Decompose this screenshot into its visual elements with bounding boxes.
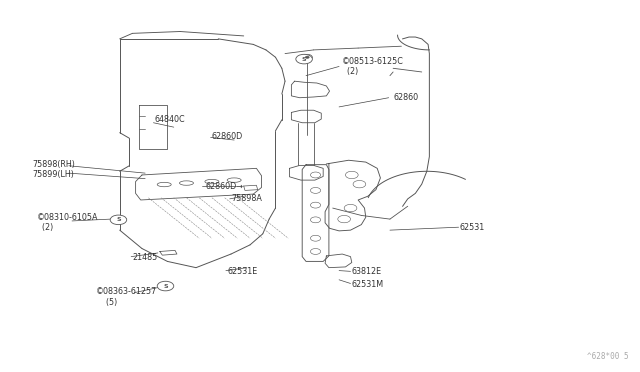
Text: ©08310-6105A
  (2): ©08310-6105A (2) — [37, 213, 99, 232]
Circle shape — [353, 180, 366, 188]
Text: 62531M: 62531M — [352, 280, 384, 289]
Text: S: S — [163, 283, 168, 289]
Circle shape — [310, 217, 321, 223]
Text: 62531E: 62531E — [228, 267, 258, 276]
Ellipse shape — [227, 178, 241, 182]
Ellipse shape — [157, 182, 172, 187]
Text: 75898A: 75898A — [231, 195, 262, 203]
Text: 62860D: 62860D — [212, 132, 243, 141]
Circle shape — [110, 215, 127, 225]
Circle shape — [310, 172, 321, 178]
Circle shape — [338, 215, 351, 223]
Ellipse shape — [205, 179, 219, 184]
Text: 21485: 21485 — [132, 253, 157, 262]
Text: 75898(RH)
75899(LH): 75898(RH) 75899(LH) — [33, 160, 76, 179]
Text: 62531: 62531 — [460, 223, 485, 232]
Ellipse shape — [179, 181, 193, 185]
Circle shape — [310, 202, 321, 208]
Text: ©08513-6125C
  (2): ©08513-6125C (2) — [342, 57, 404, 76]
Circle shape — [302, 54, 312, 60]
Circle shape — [296, 54, 312, 64]
Text: 62860D→: 62860D→ — [205, 182, 244, 190]
Circle shape — [310, 248, 321, 254]
Circle shape — [346, 171, 358, 179]
Text: 62860: 62860 — [393, 93, 419, 102]
Text: 64840C: 64840C — [155, 115, 186, 124]
Circle shape — [310, 187, 321, 193]
Text: ©08363-61257
    (5): ©08363-61257 (5) — [96, 288, 157, 307]
Circle shape — [305, 56, 309, 58]
Text: S: S — [116, 217, 121, 222]
Text: 63812E: 63812E — [352, 267, 382, 276]
Text: ^628*00 5: ^628*00 5 — [587, 352, 628, 361]
Circle shape — [310, 235, 321, 241]
Circle shape — [344, 204, 357, 212]
Text: S: S — [302, 57, 307, 62]
Circle shape — [157, 281, 173, 291]
